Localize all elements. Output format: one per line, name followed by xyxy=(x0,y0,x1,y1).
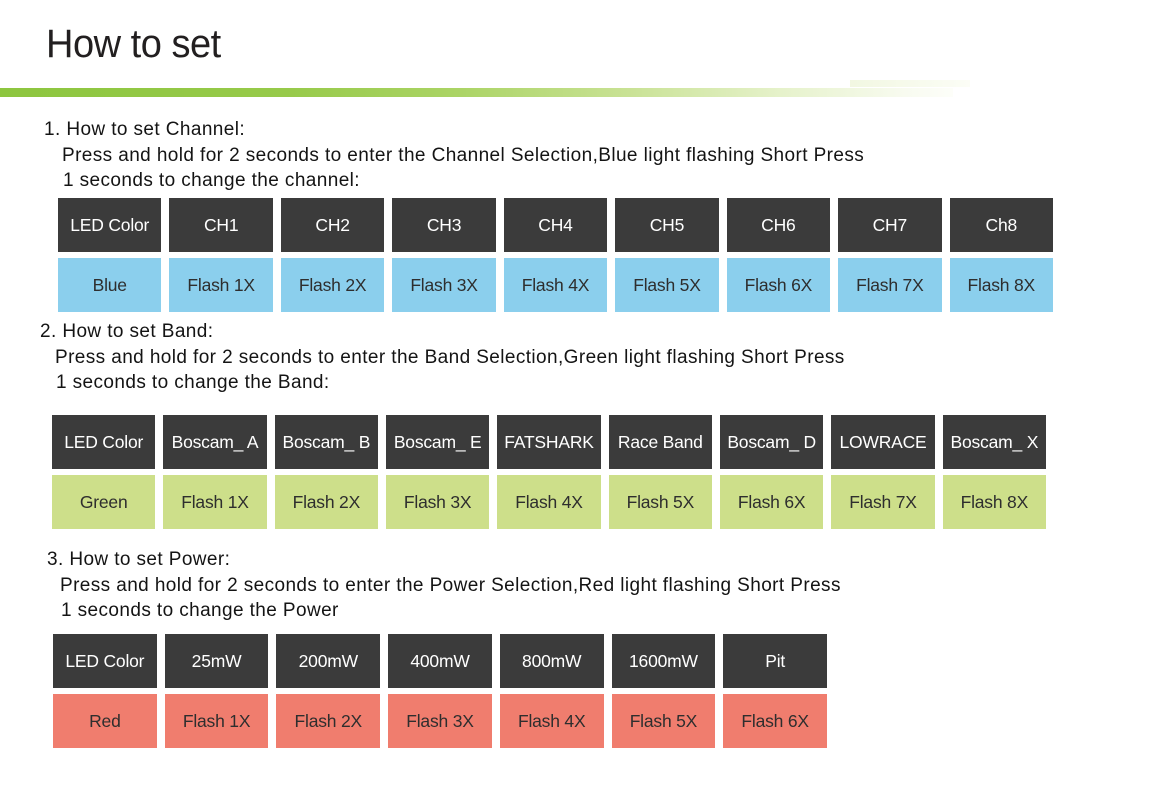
table-data-cell: Flash 5X xyxy=(608,475,712,529)
table-data-cell: Flash 2X xyxy=(274,475,378,529)
table-header-cell: 800mW xyxy=(499,634,604,688)
table-header-cell: Ch8 xyxy=(949,198,1053,252)
section-3-heading: 3. How to set Power: xyxy=(47,549,231,570)
table-header-cell: 400mW xyxy=(388,634,492,688)
table-header-cell: 200mW xyxy=(276,634,381,688)
table-data-cell: Flash 5X xyxy=(615,258,719,312)
table-data-cell: Flash 3X xyxy=(388,694,492,748)
table-header-cell: 25mW xyxy=(164,634,269,688)
table-header-cell: Boscam_ A xyxy=(163,415,267,469)
table-header-cell: Boscam_ E xyxy=(386,415,490,469)
table-data-cell: Flash 5X xyxy=(611,694,716,748)
band-table: LED Color Boscam_ A Boscam_ B Boscam_ E FATS… xyxy=(52,415,1046,529)
table-data-cell: Flash 6X xyxy=(720,475,824,529)
table-data-cell: Flash 7X xyxy=(831,475,935,529)
table-header-cell: CH4 xyxy=(503,198,608,252)
table-data-cell: Flash 2X xyxy=(276,694,381,748)
section-2-heading: 2. How to set Band: xyxy=(40,321,214,342)
table-data-cell: Blue xyxy=(58,258,162,312)
section-3-line-1: Press and hold for 2 seconds to enter th… xyxy=(60,575,841,596)
table-data-cell: Flash 1X xyxy=(163,475,267,529)
section-1-line-2: 1 seconds to change the channel: xyxy=(63,170,360,191)
table-header-cell: CH7 xyxy=(838,198,942,252)
table-header-cell: CH5 xyxy=(615,198,719,252)
table-header-cell: LED Color xyxy=(58,198,162,252)
table-data-cell: Flash 4X xyxy=(503,258,608,312)
table-data-cell: Green xyxy=(52,475,156,529)
table-data-cell: Flash 1X xyxy=(164,694,269,748)
table-header-cell: CH2 xyxy=(280,198,385,252)
table-data-cell: Flash 4X xyxy=(497,475,601,529)
section-2-line-1: Press and hold for 2 seconds to enter th… xyxy=(55,347,845,368)
table-data-cell: Flash 3X xyxy=(386,475,490,529)
accent-bar-tail xyxy=(850,80,970,87)
table-header-cell: 1600mW xyxy=(611,634,716,688)
channel-table: LED Color CH1 CH2 CH3 CH4 CH5 CH6 CH7 Ch8 Blue Fla… xyxy=(58,198,1053,312)
section-1-heading: 1. How to set Channel: xyxy=(44,119,246,140)
table-data-cell: Flash 8X xyxy=(949,258,1053,312)
table-data-cell: Flash 3X xyxy=(392,258,496,312)
table-header-cell: LED Color xyxy=(53,634,157,688)
table-data-cell: Flash 4X xyxy=(499,694,604,748)
table-header-cell: FATSHARK xyxy=(497,415,601,469)
table-data-cell: Flash 8X xyxy=(942,475,1046,529)
table-header-cell: LOWRACE xyxy=(831,415,935,469)
table-header-cell: Boscam_ X xyxy=(942,415,1046,469)
section-2-line-2: 1 seconds to change the Band: xyxy=(56,372,330,393)
page-title: How to set xyxy=(46,22,221,66)
table-header-cell: LED Color xyxy=(52,415,156,469)
table-header-cell: Boscam_ D xyxy=(720,415,824,469)
table-header-cell: Race Band xyxy=(608,415,712,469)
table-data-cell: Flash 6X xyxy=(723,694,827,748)
table-data-cell: Red xyxy=(53,694,157,748)
section-1-line-1: Press and hold for 2 seconds to enter th… xyxy=(62,145,865,166)
table-data-cell: Flash 6X xyxy=(726,258,831,312)
accent-bar xyxy=(0,88,953,97)
table-header-cell: CH6 xyxy=(726,198,831,252)
table-header-cell: Boscam_ B xyxy=(274,415,378,469)
table-header-cell: CH1 xyxy=(169,198,273,252)
section-3-line-2: 1 seconds to change the Power xyxy=(61,600,339,621)
table-data-cell: Flash 1X xyxy=(169,258,273,312)
table-data-cell: Flash 7X xyxy=(838,258,942,312)
table-header-cell: Pit xyxy=(723,634,827,688)
table-data-cell: Flash 2X xyxy=(280,258,385,312)
power-table: LED Color 25mW 200mW 400mW 800mW 1600mW Pit Red… xyxy=(53,634,827,748)
table-header-cell: CH3 xyxy=(392,198,496,252)
